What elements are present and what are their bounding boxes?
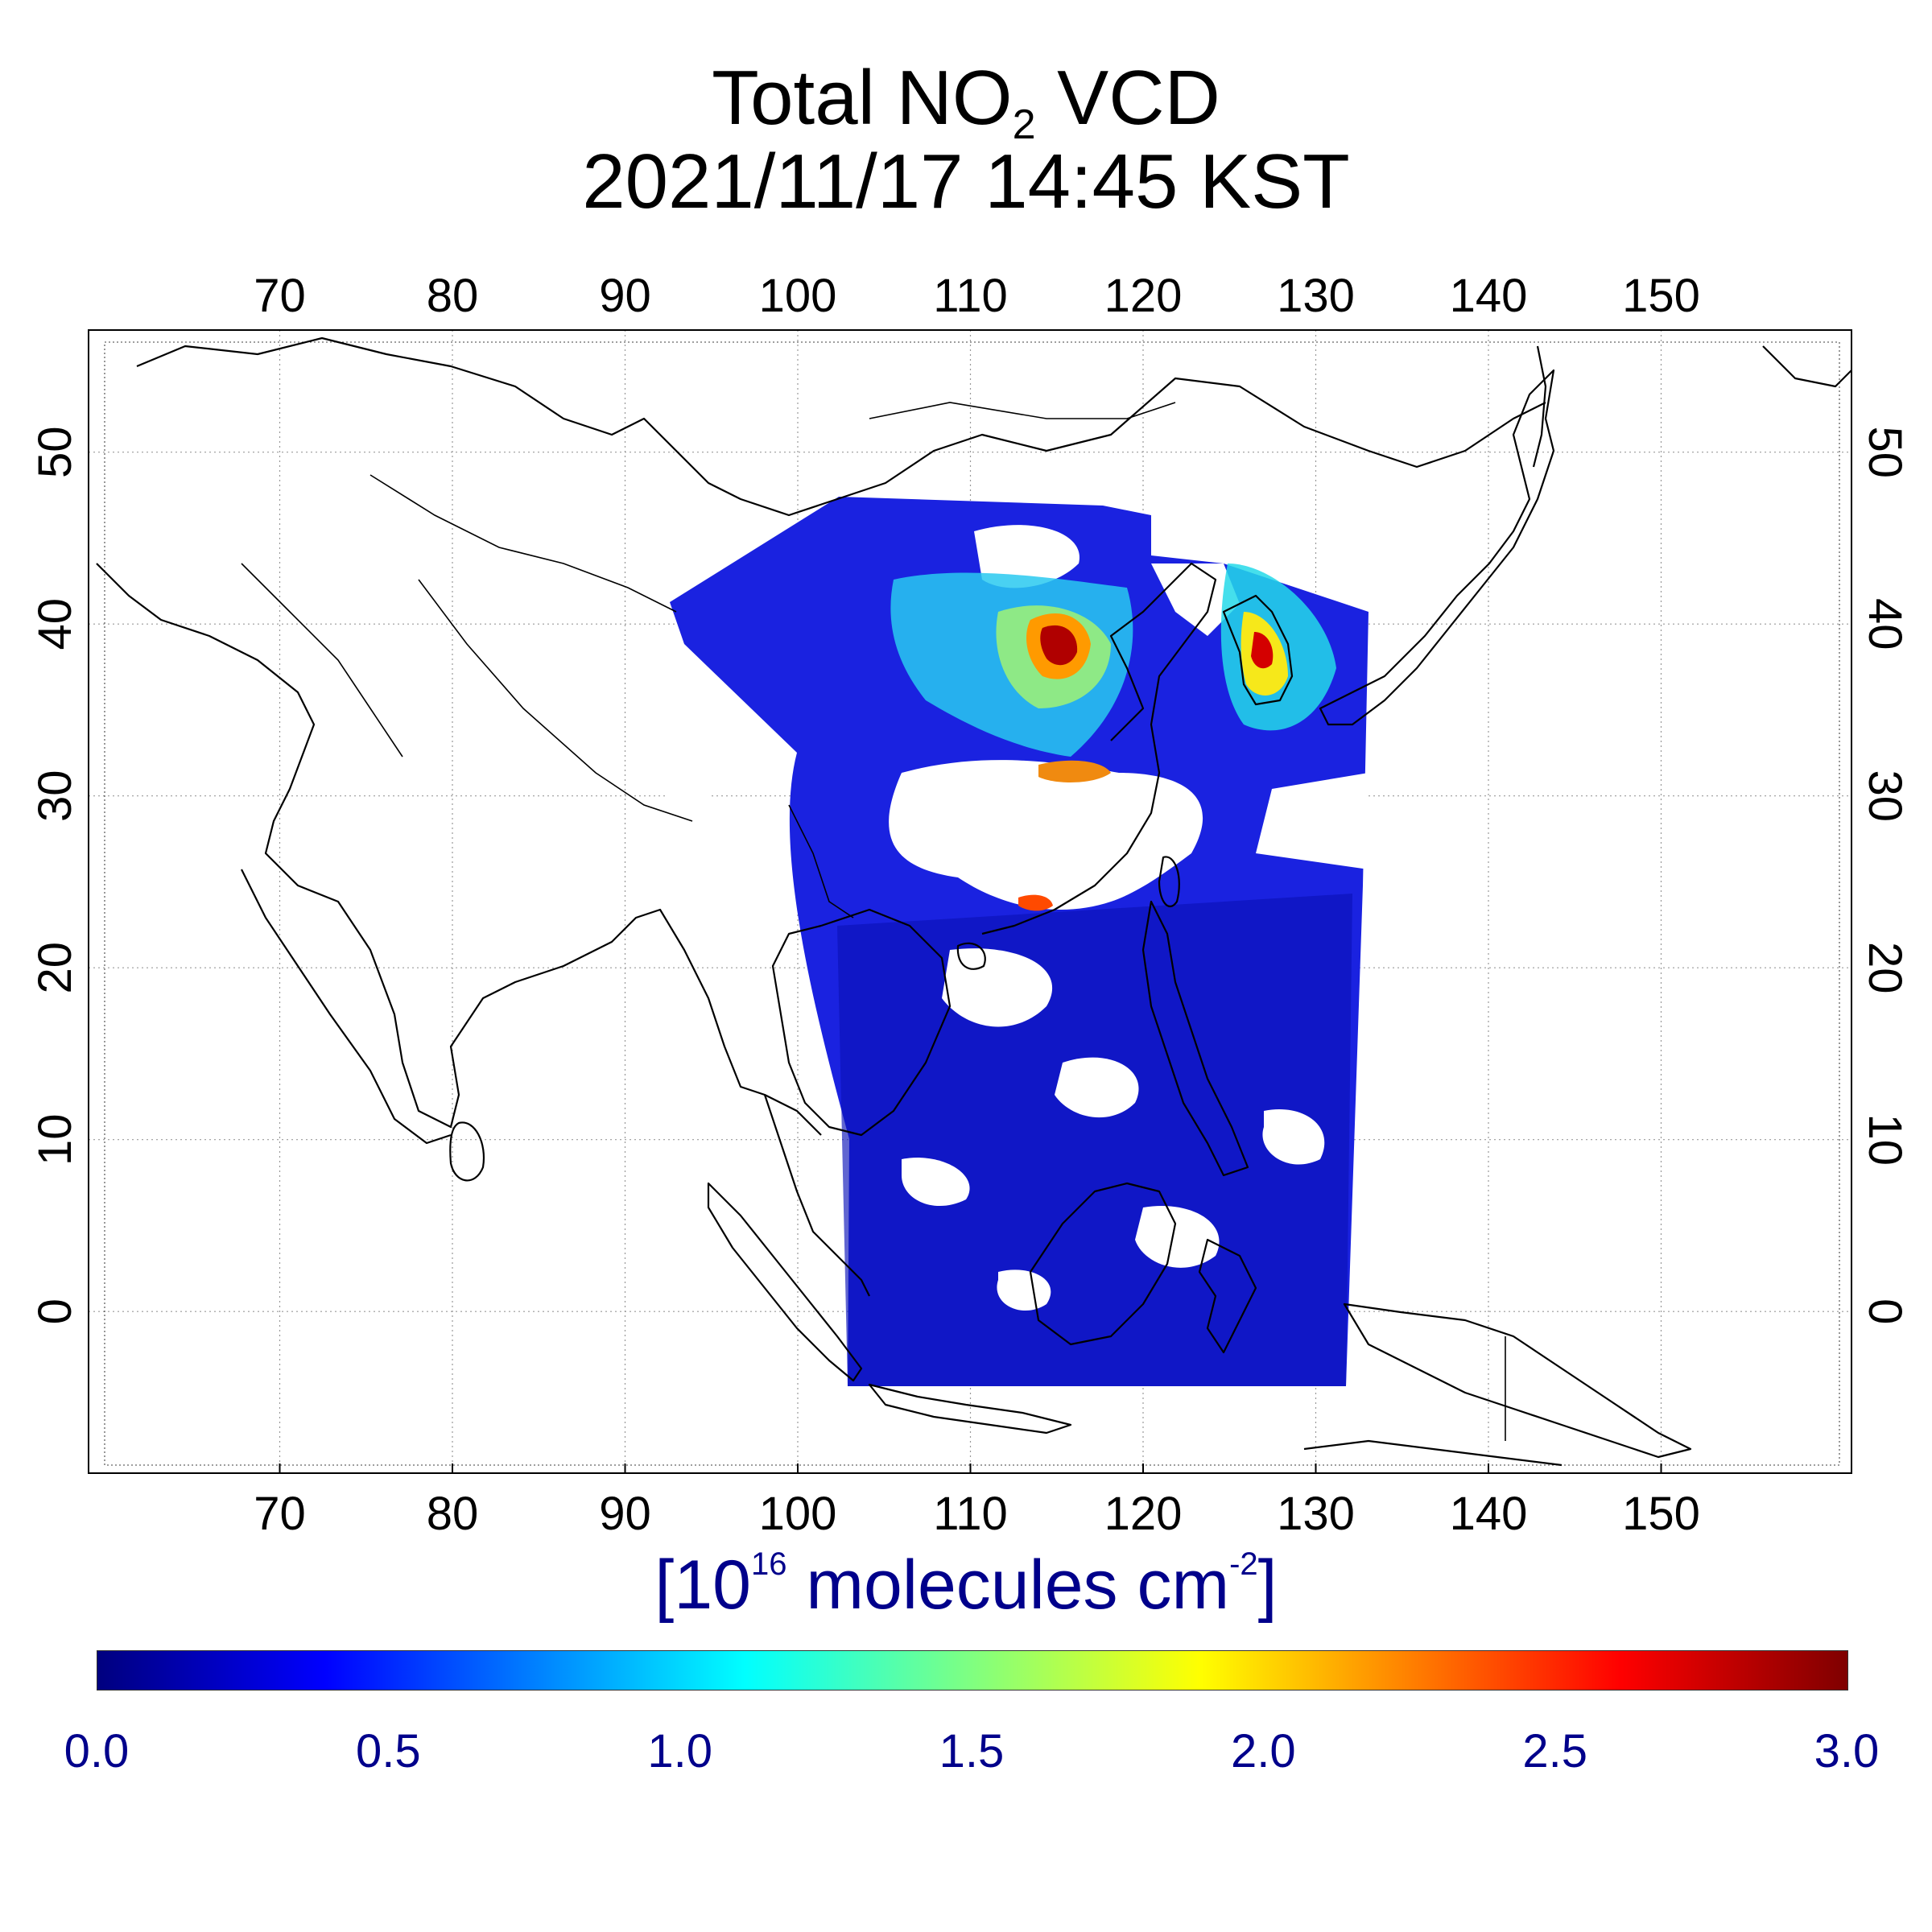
coastline-sulawesi xyxy=(1198,1238,1257,1354)
lon-tick-label: 80 xyxy=(427,270,479,322)
lon-tick-label: 120 xyxy=(1104,270,1183,322)
border xyxy=(369,474,677,613)
colorbar-tick-label: 1.0 xyxy=(647,1725,712,1777)
country-borders xyxy=(241,402,1506,1441)
coastline-java xyxy=(868,1383,1072,1435)
lon-tick-label: 80 xyxy=(427,1488,479,1540)
coastlines xyxy=(96,336,1852,1467)
colorbar-tick-label: 1.5 xyxy=(939,1725,1005,1777)
no2-enhancement-plume xyxy=(1038,760,1111,782)
units-text: molecules cm xyxy=(786,1546,1230,1624)
lon-tick-label: 110 xyxy=(933,270,1007,322)
cloud-gap xyxy=(1262,1109,1325,1165)
coastline-sakhalin xyxy=(1532,345,1547,468)
cloud-gap xyxy=(1256,773,1368,869)
coastline-japan xyxy=(1319,369,1555,726)
lon-tick-label: 90 xyxy=(599,1488,651,1540)
lat-tick-label: 10 xyxy=(1859,1113,1911,1166)
lat-tick-label: 40 xyxy=(1859,598,1911,650)
coastline-kamchatka xyxy=(1762,345,1852,388)
top-lon-ticks: 70 80 90 100 110 120 130 140 150 xyxy=(254,270,1700,322)
no2-hotspot xyxy=(1251,632,1274,669)
units-exponent: 16 xyxy=(750,1546,787,1582)
colorbar-tick-label: 2.5 xyxy=(1522,1725,1587,1777)
lat-tick-label: 10 xyxy=(29,1113,81,1166)
coastline-indochina xyxy=(771,908,952,1137)
cloud-gap xyxy=(974,525,1080,588)
lat-tick-label: 50 xyxy=(29,426,81,478)
cloud-gap xyxy=(997,1269,1051,1311)
lon-tick-label: 140 xyxy=(1450,1488,1528,1540)
units-prefix: [10 xyxy=(654,1546,751,1624)
lon-tick-label: 120 xyxy=(1104,1488,1183,1540)
right-lat-ticks: 0 10 20 30 40 50 xyxy=(1859,426,1911,1324)
border xyxy=(418,579,693,822)
no2-hotspot xyxy=(1040,625,1078,666)
title-subscript: 2 xyxy=(1012,101,1036,148)
title-line-2: 2021/11/17 14:45 KST xyxy=(582,138,1350,225)
lon-tick-label: 130 xyxy=(1277,270,1355,322)
coastline-hainan xyxy=(956,942,986,970)
coastline-sumatra xyxy=(707,1182,863,1382)
lon-tick-label: 140 xyxy=(1450,270,1528,322)
title-line-1: Total NO2 VCD xyxy=(0,55,1932,147)
cloud-gap xyxy=(1055,1057,1139,1118)
coastline-philippines xyxy=(1141,900,1249,1177)
coastline-australia-north xyxy=(1303,1439,1563,1467)
colorbar-tick-label: 3.0 xyxy=(1814,1725,1880,1777)
coastline-sri-lanka xyxy=(449,1121,485,1182)
bottom-lon-ticks: 70 80 90 100 110 120 130 140 150 xyxy=(254,1463,1700,1540)
lon-tick-label: 100 xyxy=(759,270,837,322)
coastline-india-west xyxy=(241,869,452,1145)
coastline-asia xyxy=(136,336,1546,517)
cloud-gap xyxy=(889,760,1203,910)
colorbar-tick-label: 0.0 xyxy=(64,1725,130,1777)
colorbar xyxy=(97,1650,1848,1690)
cloud-gap xyxy=(660,749,715,853)
units-exponent-2: -2 xyxy=(1229,1546,1258,1582)
no2-enhancement-plume xyxy=(1018,894,1053,911)
lat-tick-label: 0 xyxy=(1859,1298,1911,1324)
lon-tick-label: 110 xyxy=(933,1488,1007,1540)
lon-tick-label: 130 xyxy=(1277,1488,1355,1540)
coastline-south-asia xyxy=(96,563,822,1136)
lon-tick-label: 150 xyxy=(1622,270,1700,322)
coastline-borneo xyxy=(1029,1182,1177,1346)
border xyxy=(788,804,854,919)
coastline-malay-peninsula xyxy=(763,1094,870,1297)
lon-tick-label: 100 xyxy=(759,1488,837,1540)
coastline-new-guinea xyxy=(1343,1302,1692,1459)
border xyxy=(241,563,403,758)
lon-tick-label: 90 xyxy=(599,270,651,322)
lat-tick-label: 20 xyxy=(29,942,81,994)
lat-tick-label: 20 xyxy=(1859,942,1911,994)
cloud-gap xyxy=(1135,1206,1220,1268)
left-lat-ticks: 0 10 20 30 40 50 xyxy=(29,426,81,1324)
lat-tick-label: 40 xyxy=(29,598,81,650)
lon-tick-label: 70 xyxy=(254,1488,306,1540)
lon-tick-label: 150 xyxy=(1622,1488,1700,1540)
coastline-china-east xyxy=(981,562,1217,935)
title-suffix: VCD xyxy=(1035,55,1220,141)
lat-tick-label: 30 xyxy=(1859,770,1911,822)
colorbar-tick-label: 0.5 xyxy=(356,1725,421,1777)
colorbar-units: [1016 molecules cm-2] xyxy=(0,1546,1932,1625)
lon-tick-label: 70 xyxy=(254,270,306,322)
colorbar-tick-label: 2.0 xyxy=(1231,1725,1296,1777)
lat-tick-label: 0 xyxy=(29,1298,81,1324)
coastline-korea xyxy=(1222,594,1294,706)
lat-tick-label: 30 xyxy=(29,770,81,822)
units-suffix: ] xyxy=(1257,1546,1278,1624)
border xyxy=(869,402,1176,419)
lat-tick-label: 50 xyxy=(1859,426,1911,478)
map-title: Total NO2 VCD 2021/11/17 14:45 KST xyxy=(0,56,1932,224)
coastline-taiwan xyxy=(1158,856,1180,908)
title-prefix: Total NO xyxy=(712,55,1013,141)
cloud-gap xyxy=(902,1158,970,1207)
